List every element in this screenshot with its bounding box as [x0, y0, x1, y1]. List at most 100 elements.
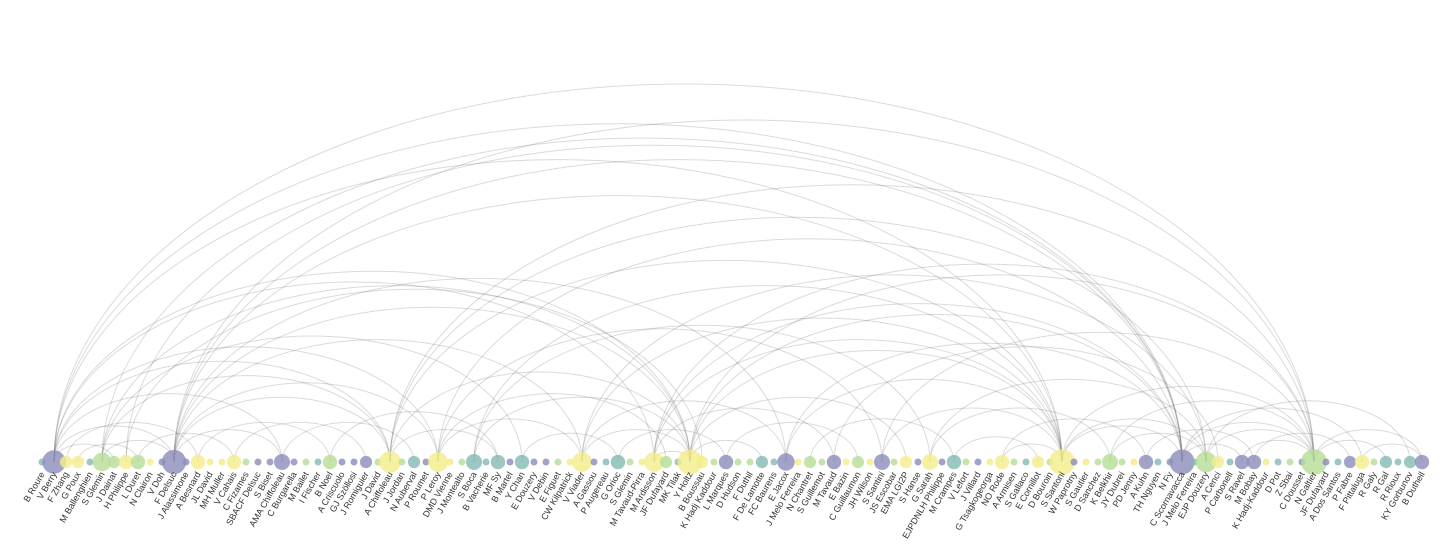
- node: [866, 458, 874, 466]
- arc: [389, 429, 499, 463]
- node: [755, 455, 769, 469]
- node: [1334, 458, 1342, 466]
- arc: [1109, 432, 1207, 463]
- node: [710, 458, 718, 466]
- node: [398, 458, 406, 466]
- arc: [1313, 429, 1423, 463]
- node: [1343, 455, 1357, 469]
- node: [1138, 454, 1154, 470]
- arc: [581, 274, 1207, 463]
- arc: [173, 119, 1315, 463]
- arc: [329, 411, 499, 463]
- node: [1274, 458, 1282, 466]
- arc: [53, 123, 1183, 463]
- node: [254, 458, 262, 466]
- node: [407, 455, 421, 469]
- node: [1301, 449, 1327, 475]
- node: [1101, 453, 1119, 471]
- node: [506, 458, 514, 466]
- arc: [581, 317, 1063, 463]
- arc: [473, 396, 691, 463]
- node: [626, 458, 634, 466]
- arc: [785, 378, 1063, 463]
- arc: [1145, 429, 1255, 463]
- arc: [77, 443, 139, 463]
- node: [1246, 454, 1262, 470]
- arc: [173, 382, 439, 463]
- arc: [53, 360, 391, 463]
- node: [92, 452, 112, 472]
- node: [1169, 449, 1195, 475]
- node: [938, 458, 946, 466]
- node: [182, 458, 190, 466]
- nodes: [38, 449, 1430, 475]
- node: [1049, 449, 1075, 475]
- node: [322, 454, 338, 470]
- node: [130, 454, 146, 470]
- node: [1234, 454, 1250, 470]
- node: [1379, 455, 1393, 469]
- arc: [173, 339, 583, 463]
- node: [242, 458, 250, 466]
- arc: [101, 375, 391, 463]
- node: [1118, 458, 1126, 466]
- arc: [653, 407, 835, 463]
- arc: [581, 400, 787, 463]
- node: [266, 458, 274, 466]
- node: [1403, 455, 1417, 469]
- node: [921, 453, 939, 471]
- arc: [953, 436, 1039, 463]
- arc: [233, 421, 367, 463]
- arc: [53, 393, 283, 463]
- node: [338, 458, 346, 466]
- arc: [1361, 443, 1423, 463]
- arc: [389, 184, 1315, 463]
- arc: [53, 346, 439, 463]
- node: [490, 454, 506, 470]
- node: [1394, 458, 1402, 466]
- node: [218, 458, 226, 466]
- node: [190, 454, 206, 470]
- arc: [173, 277, 787, 463]
- node: [770, 458, 778, 466]
- arc: [1061, 425, 1183, 463]
- node: [1414, 454, 1430, 470]
- node: [71, 455, 85, 469]
- node: [465, 453, 483, 471]
- arc: [617, 429, 727, 463]
- arc: [53, 83, 1315, 463]
- node: [422, 458, 430, 466]
- arc: [929, 407, 1111, 463]
- arc: [689, 274, 1315, 463]
- node: [602, 458, 610, 466]
- arc: [809, 418, 955, 463]
- arc: [1109, 400, 1315, 463]
- node: [1226, 458, 1234, 466]
- node: [554, 458, 562, 466]
- arc: [101, 335, 523, 463]
- node: [1154, 458, 1162, 466]
- node: [206, 458, 214, 466]
- arc: [101, 137, 1183, 463]
- node: [514, 454, 530, 470]
- node: [994, 454, 1010, 470]
- node: [359, 455, 373, 469]
- arc: [881, 331, 1315, 463]
- node: [1286, 458, 1294, 466]
- node: [42, 450, 66, 474]
- node: [86, 458, 94, 466]
- node: [842, 458, 850, 466]
- arc: [833, 346, 1219, 463]
- arc: [101, 285, 691, 463]
- arc: [281, 421, 415, 463]
- arc: [689, 313, 1183, 463]
- arc: [785, 342, 1183, 463]
- node: [677, 449, 703, 475]
- node: [946, 454, 962, 470]
- node: [695, 455, 709, 469]
- arc: [1253, 432, 1351, 463]
- node: [986, 458, 994, 466]
- node: [1031, 455, 1045, 469]
- node: [851, 455, 865, 469]
